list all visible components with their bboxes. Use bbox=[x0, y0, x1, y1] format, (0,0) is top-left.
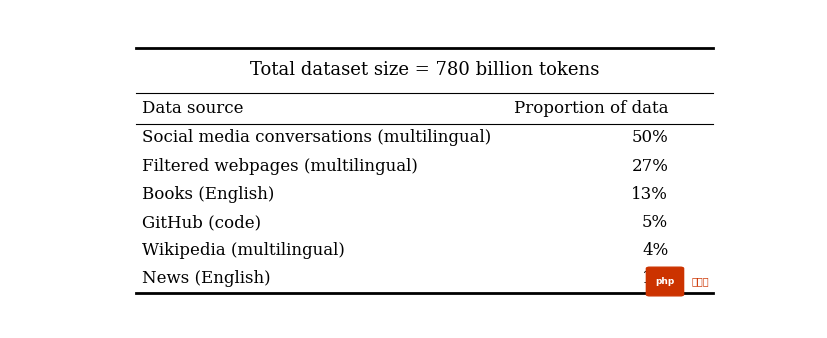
Text: 5%: 5% bbox=[641, 214, 667, 231]
Text: 4%: 4% bbox=[641, 242, 667, 259]
Text: GitHub (code): GitHub (code) bbox=[142, 214, 261, 231]
Text: Filtered webpages (multilingual): Filtered webpages (multilingual) bbox=[142, 158, 418, 175]
Text: Proportion of data: Proportion of data bbox=[513, 100, 667, 117]
Text: 1%: 1% bbox=[641, 270, 667, 287]
Text: Social media conversations (multilingual): Social media conversations (multilingual… bbox=[142, 129, 490, 146]
Text: Wikipedia (multilingual): Wikipedia (multilingual) bbox=[142, 242, 345, 259]
Text: 50%: 50% bbox=[631, 129, 667, 146]
Text: Total dataset size = 780 billion tokens: Total dataset size = 780 billion tokens bbox=[250, 62, 598, 79]
Text: 13%: 13% bbox=[630, 186, 667, 203]
Text: 27%: 27% bbox=[630, 158, 667, 175]
Text: php: php bbox=[655, 277, 674, 286]
Text: News (English): News (English) bbox=[142, 270, 270, 287]
FancyBboxPatch shape bbox=[646, 267, 683, 296]
Text: 中文网: 中文网 bbox=[691, 276, 708, 287]
Text: Data source: Data source bbox=[142, 100, 243, 117]
Text: Books (English): Books (English) bbox=[142, 186, 274, 203]
